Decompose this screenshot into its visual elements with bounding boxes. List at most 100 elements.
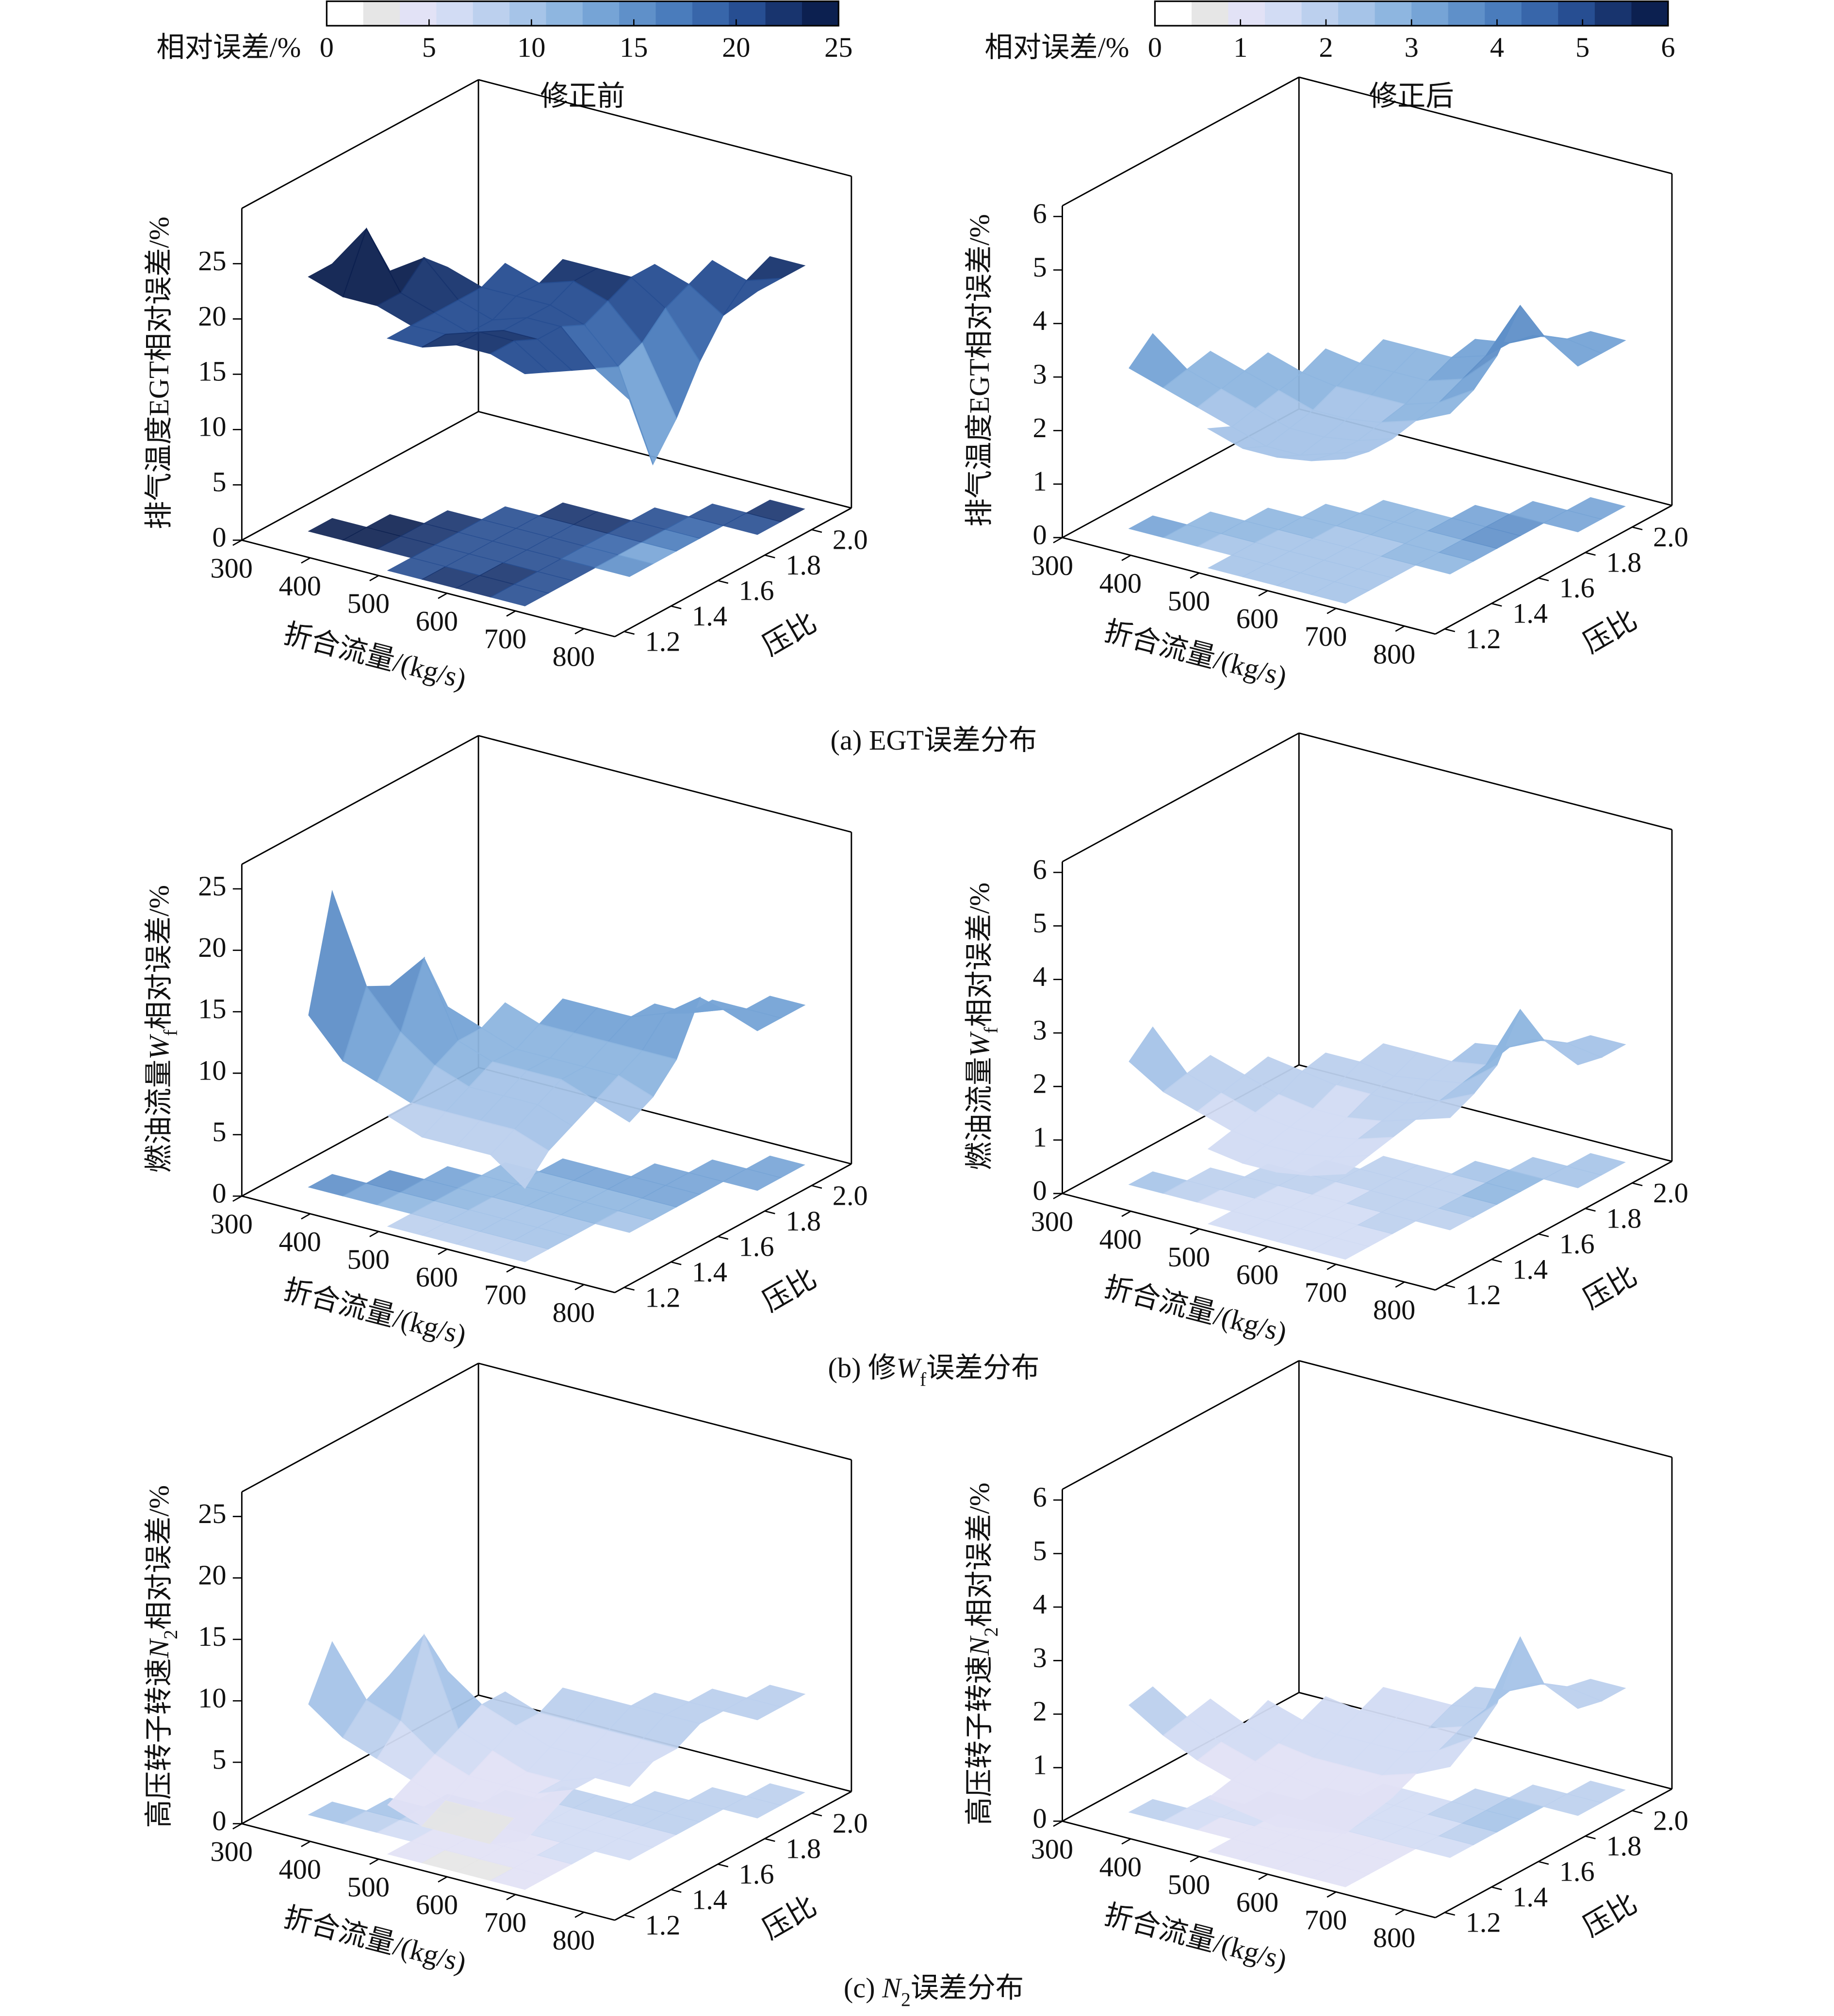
x-tick-label: 500 — [1168, 1241, 1210, 1273]
x-tick — [506, 1894, 516, 1901]
colorbar-step — [1631, 1, 1669, 26]
x-tick — [1190, 1856, 1200, 1863]
floor-projection-cell — [745, 1155, 805, 1178]
y-tick-label: 1.2 — [1466, 1279, 1501, 1311]
text-part: 高压转子转速 — [964, 1655, 996, 1825]
box-edge — [1062, 76, 1299, 207]
y-tick — [624, 1914, 635, 1918]
surface-cell — [1542, 335, 1603, 367]
colorbar-label: 相对误差/% — [984, 32, 1129, 63]
surface-panel: 300 400 500 600 700 800 1.2 1.4 1.6 1.8 2.0 0 1 2 3 4 5 6… — [1031, 1360, 1688, 1976]
z-axis-label: 高压转子转速N2相对误差/% — [143, 1485, 181, 1828]
x-tick-label: 300 — [1031, 1206, 1073, 1237]
axis-line — [242, 539, 615, 638]
text-part: 相对误差/% — [143, 1485, 175, 1630]
x-tick — [1053, 537, 1063, 543]
x-tick-label: 700 — [484, 623, 526, 655]
z-tick-label: 0 — [212, 522, 226, 553]
x-tick-label: 500 — [347, 588, 390, 619]
x-tick — [1053, 1820, 1063, 1827]
x-tick-label: 800 — [1373, 638, 1415, 670]
y-tick — [718, 580, 729, 584]
z-tick-label: 5 — [1033, 1535, 1047, 1566]
x-tick-label: 300 — [1031, 550, 1073, 581]
x-tick — [1121, 555, 1131, 561]
z-tick-label: 3 — [1033, 1642, 1047, 1673]
x-tick-label: 600 — [1236, 1259, 1278, 1290]
x-tick-label: 300 — [210, 552, 252, 584]
surface-cell — [594, 1075, 654, 1123]
caption: (b) 修Wf误差分布 — [828, 1352, 1040, 1391]
z-tick-label: 5 — [212, 1116, 226, 1147]
x-tick — [1258, 590, 1268, 597]
z-tick-label: 10 — [198, 1054, 226, 1086]
surface-panel: 300 400 500 600 700 800 1.2 1.4 1.6 1.8 2.0 0 5 10 15 2… — [198, 79, 868, 695]
y-tick — [764, 554, 775, 558]
y-tick — [671, 605, 682, 609]
text-part: 误差分布 — [911, 1972, 1024, 2004]
text-part: W — [896, 1352, 922, 1384]
x-tick-label: 300 — [1031, 1833, 1073, 1865]
z-tick-label: 5 — [212, 1743, 226, 1775]
colorbar-title: 修正后 — [1369, 80, 1454, 112]
x-tick — [1395, 1909, 1405, 1916]
y-tick-label: 2.0 — [1653, 521, 1688, 553]
y-axis-label: 压比 — [757, 1890, 821, 1946]
y-tick — [1444, 1912, 1456, 1916]
y-tick — [718, 1236, 729, 1240]
colorbar-step — [802, 1, 839, 26]
y-tick-label: 1.6 — [1559, 572, 1595, 604]
x-tick — [301, 1841, 311, 1847]
y-tick-label: 2.0 — [833, 1807, 868, 1839]
box-edge — [1298, 732, 1672, 831]
x-tick — [574, 1911, 585, 1918]
x-tick-label: 600 — [1236, 1886, 1278, 1918]
z-tick-label: 20 — [198, 300, 226, 332]
x-tick-label: 800 — [1373, 1294, 1415, 1326]
y-tick — [1585, 1208, 1596, 1212]
text-part: N — [882, 1972, 902, 2004]
surface-panel: 300 400 500 600 700 800 1.2 1.4 1.6 1.8 2.0 0 1 2 3 4 5 6… — [1031, 76, 1688, 692]
y-tick — [1491, 1259, 1502, 1263]
z-tick-label: 15 — [198, 1621, 226, 1652]
colorbar-step — [582, 1, 620, 26]
colorbar-step — [1301, 1, 1339, 26]
z-tick-label: 4 — [1033, 305, 1047, 336]
colorbar-step — [1375, 1, 1412, 26]
x-tick — [438, 1876, 448, 1883]
y-tick — [1444, 628, 1456, 632]
colorbar-step — [655, 1, 693, 26]
y-tick — [764, 1838, 775, 1842]
x-tick — [232, 540, 243, 546]
x-tick-label: 800 — [1373, 1922, 1415, 1953]
y-tick-label: 1.2 — [1466, 1907, 1501, 1938]
x-tick-label: 800 — [553, 1297, 595, 1328]
text-part: 燃油流量 — [143, 1060, 175, 1173]
x-tick — [232, 1196, 243, 1202]
y-tick — [1538, 577, 1549, 581]
z-tick-label: 20 — [198, 932, 226, 963]
colorbar-tick-label: 5 — [1575, 32, 1589, 63]
y-tick-label: 1.8 — [786, 1833, 821, 1864]
z-axis-label: 排气温度EGT相对误差/% — [964, 214, 996, 526]
x-tick-label: 400 — [278, 570, 321, 602]
box-edge — [478, 735, 852, 833]
colorbar-step — [1485, 1, 1522, 26]
text-part: 相对误差/% — [964, 1483, 996, 1627]
floor-projection-cell — [745, 499, 805, 523]
y-tick — [811, 1185, 822, 1189]
surface-cell — [722, 278, 781, 316]
z-tick-label: 0 — [212, 1805, 226, 1836]
y-tick-label: 1.6 — [739, 575, 774, 606]
y-tick — [811, 1812, 822, 1817]
x-tick-label: 800 — [553, 1924, 595, 1956]
text-part: f — [920, 1369, 927, 1391]
text-part: (a) EGT误差分布 — [831, 724, 1037, 756]
colorbar-tick-label: 5 — [422, 32, 436, 63]
axis-line — [242, 1823, 615, 1921]
surface-cell — [594, 366, 654, 465]
z-axis-label: 高压转子转速N2相对误差/% — [964, 1483, 1002, 1826]
y-tick — [1632, 1182, 1643, 1186]
z-tick-label: 15 — [198, 993, 226, 1025]
